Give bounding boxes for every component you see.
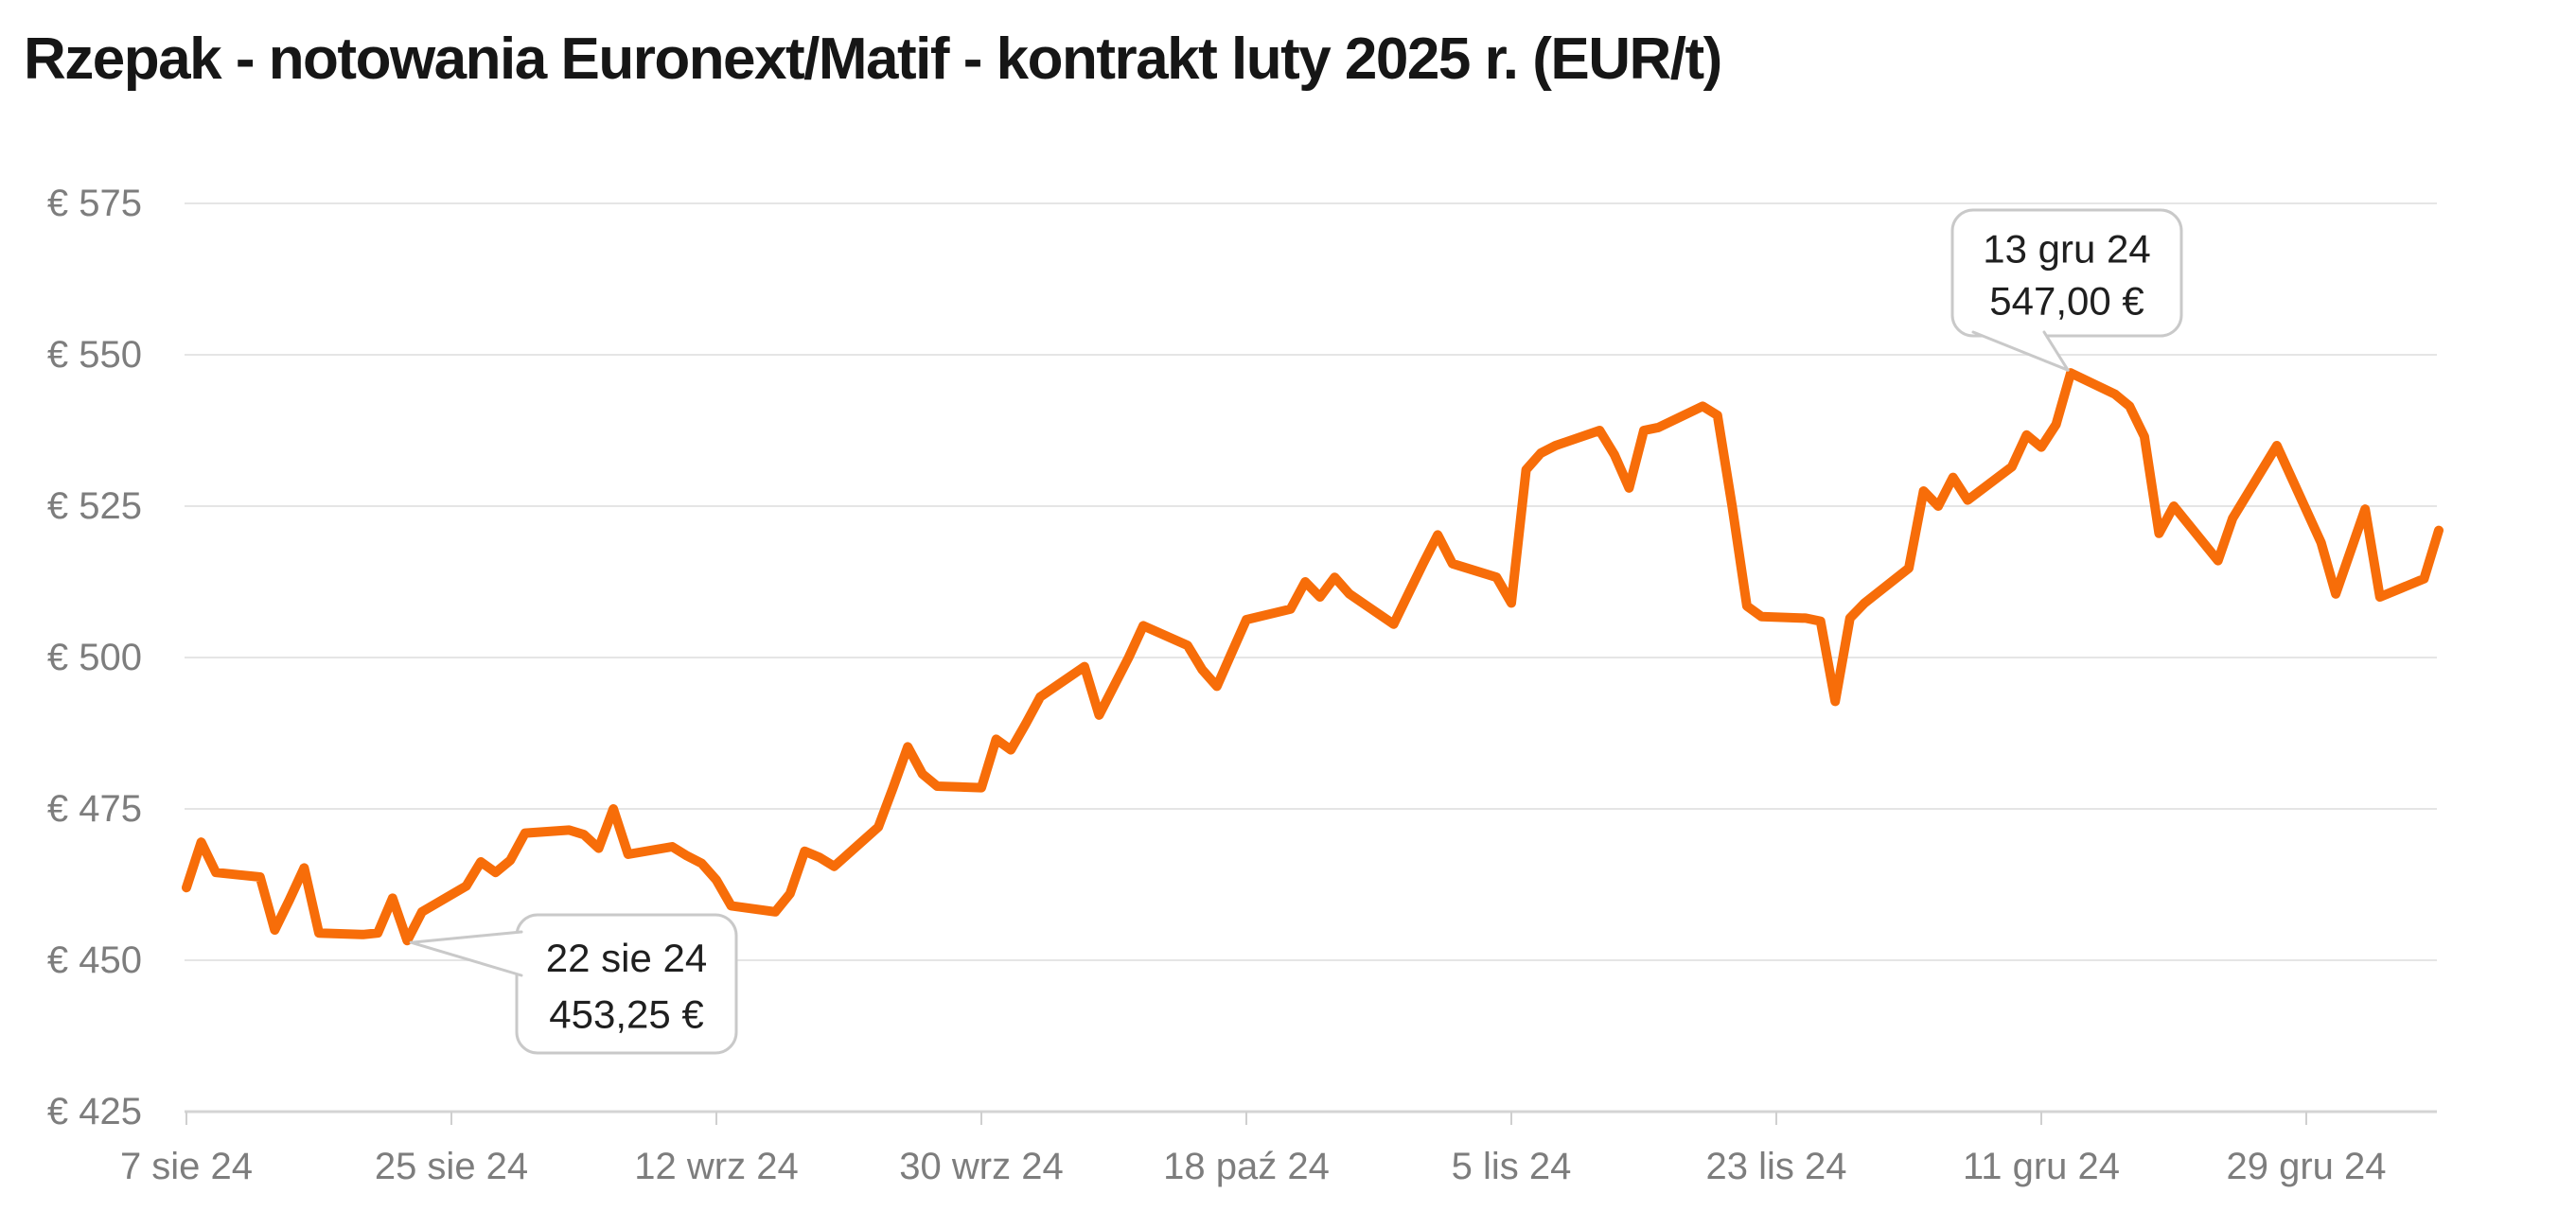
min-callout-pointer [411, 932, 521, 975]
y-axis-label-525: € 525 [47, 485, 142, 527]
chart-title: Rzepak - notowania Euronext/Matif - kont… [24, 26, 1722, 92]
y-axis-label-425: € 425 [47, 1091, 142, 1132]
x-axis-label-3: 30 wrz 24 [899, 1146, 1063, 1187]
y-axis-label-450: € 450 [47, 939, 142, 981]
min-callout-value-label: 453,25 € [549, 992, 704, 1037]
y-axis-label-575: € 575 [47, 183, 142, 224]
max-callout-pointer-edge [1971, 330, 2070, 372]
max-callout-date-label: 13 gru 24 [1983, 227, 2150, 272]
x-axis-label-8: 29 gru 24 [2226, 1146, 2386, 1187]
x-axis-label-6: 23 lis 24 [1706, 1146, 1847, 1187]
x-axis-label-4: 18 paź 24 [1163, 1146, 1330, 1187]
min-callout-date-label: 22 sie 24 [546, 936, 707, 980]
min-callout-pointer-edge [409, 940, 523, 977]
max-callout-bubble [1950, 208, 2183, 338]
x-axis-label-7: 11 gru 24 [1963, 1146, 2120, 1187]
y-axis-label-500: € 500 [47, 637, 142, 678]
x-axis-label-0: 7 sie 24 [120, 1146, 253, 1187]
max-callout-pointer-edge [2042, 330, 2070, 372]
max-callout-value-label: 547,00 € [1989, 278, 2144, 323]
price-line-series-0 [182, 368, 2444, 946]
x-axis-label-2: 12 wrz 24 [634, 1146, 798, 1187]
y-axis-label-550: € 550 [47, 334, 142, 376]
min-callout-pointer-edge [409, 930, 523, 944]
min-callout-bubble [515, 913, 738, 1055]
x-axis-label-5: 5 lis 24 [1452, 1146, 1572, 1187]
x-axis-label-1: 25 sie 24 [375, 1146, 528, 1187]
y-axis-label-475: € 475 [47, 788, 142, 830]
